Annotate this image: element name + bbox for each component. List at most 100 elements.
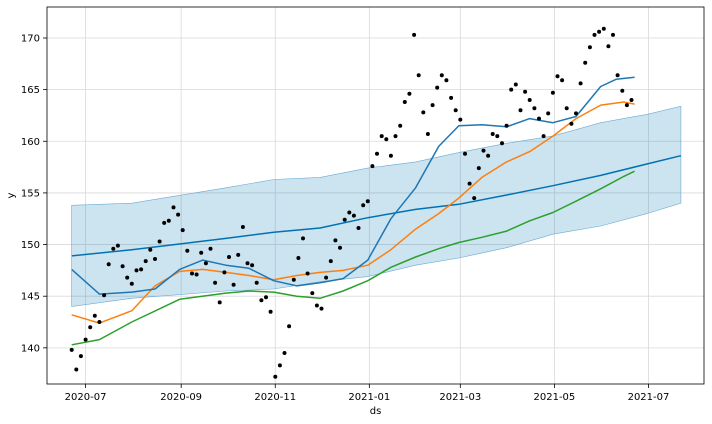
observed-point xyxy=(453,108,458,113)
observed-point xyxy=(282,351,287,355)
y-axis-title: y xyxy=(6,192,17,198)
observed-point xyxy=(560,78,565,83)
observed-point xyxy=(569,121,574,126)
observed-point xyxy=(629,98,634,102)
observed-point xyxy=(546,111,551,116)
observed-point xyxy=(148,247,153,252)
observed-point xyxy=(379,134,384,139)
observed-point xyxy=(439,73,444,78)
observed-point xyxy=(227,255,231,259)
observed-point xyxy=(277,363,282,368)
y-tick-label: 145 xyxy=(21,292,40,303)
observed-point xyxy=(583,60,588,65)
y-tick-label: 160 xyxy=(21,137,40,148)
observed-point xyxy=(78,354,83,359)
observed-point xyxy=(449,95,454,100)
y-tick-label: 170 xyxy=(21,33,40,44)
observed-point xyxy=(574,111,578,116)
observed-point xyxy=(375,151,379,156)
observed-point xyxy=(407,91,412,96)
observed-point xyxy=(537,116,541,121)
observed-point xyxy=(518,108,523,113)
observed-point xyxy=(157,239,162,244)
observed-point xyxy=(171,205,176,210)
y-axis-ticks: 140 145 150 155 160 165 170 xyxy=(21,33,47,354)
observed-point xyxy=(83,337,88,342)
y-tick-label: 150 xyxy=(21,240,40,251)
observed-point xyxy=(314,303,319,308)
observed-point xyxy=(513,82,518,87)
observed-point xyxy=(245,261,250,266)
observed-point xyxy=(259,298,264,303)
observed-point xyxy=(231,282,236,287)
observed-point xyxy=(425,132,430,136)
observed-point xyxy=(222,270,227,275)
observed-point xyxy=(481,148,486,153)
observed-point xyxy=(361,203,366,208)
observed-point xyxy=(527,98,532,102)
forecast-line xyxy=(71,154,682,257)
x-tick-label: 2021-03 xyxy=(439,392,481,403)
orange-series-line xyxy=(71,101,635,324)
observed-point xyxy=(134,268,139,273)
observed-point xyxy=(162,220,167,225)
x-tick-label: 2021-07 xyxy=(628,392,670,403)
observed-point xyxy=(342,217,347,222)
x-axis-ticks: 2020-07 2020-09 2020-11 2021-01 2021-03 2021-… xyxy=(65,384,670,403)
observed-point xyxy=(97,320,102,324)
observed-point xyxy=(587,45,592,50)
series-lines xyxy=(71,76,682,346)
observed-point xyxy=(365,199,370,204)
blue-series-line xyxy=(71,76,635,295)
observed-point xyxy=(338,245,342,250)
x-tick-label: 2021-05 xyxy=(534,392,576,403)
observed-point xyxy=(92,313,97,318)
observed-point xyxy=(430,103,435,108)
y-tick-label: 165 xyxy=(21,85,40,96)
observed-point xyxy=(463,151,467,156)
observed-point xyxy=(564,106,569,111)
observed-point xyxy=(500,141,504,146)
observed-point xyxy=(240,225,245,229)
observed-point xyxy=(398,123,403,128)
observed-point xyxy=(291,277,296,282)
observed-point xyxy=(287,324,292,329)
observed-point xyxy=(532,106,537,111)
y-tick-label: 140 xyxy=(21,343,40,354)
observed-point xyxy=(384,137,389,142)
observed-point xyxy=(356,226,361,230)
observed-point xyxy=(153,257,157,261)
green-series-line xyxy=(71,170,635,346)
observed-point xyxy=(611,32,615,37)
observed-point xyxy=(88,325,93,330)
observed-point xyxy=(606,44,611,49)
observed-point xyxy=(254,280,259,285)
x-tick-label: 2020-07 xyxy=(65,392,107,403)
observed-point xyxy=(176,212,181,217)
uncertainty-area xyxy=(71,105,682,307)
observed-point xyxy=(310,291,315,296)
observed-point xyxy=(444,78,449,83)
observed-point xyxy=(301,236,305,241)
observed-point xyxy=(273,374,278,379)
observed-point xyxy=(217,300,222,305)
observed-points xyxy=(69,26,634,379)
observed-point xyxy=(615,73,620,78)
observed-point xyxy=(166,218,171,223)
observed-point xyxy=(597,29,602,34)
observed-point xyxy=(120,264,125,269)
observed-point xyxy=(199,250,204,255)
observed-point xyxy=(208,246,213,251)
observed-point xyxy=(467,181,472,186)
observed-point xyxy=(370,164,375,169)
observed-point xyxy=(509,87,514,92)
observed-point xyxy=(74,367,79,372)
observed-point xyxy=(305,271,310,276)
observed-point xyxy=(472,196,477,201)
observed-point xyxy=(620,88,625,93)
observed-point xyxy=(324,275,329,280)
observed-point xyxy=(412,32,417,37)
observed-point xyxy=(555,74,560,79)
observed-point xyxy=(388,153,393,158)
